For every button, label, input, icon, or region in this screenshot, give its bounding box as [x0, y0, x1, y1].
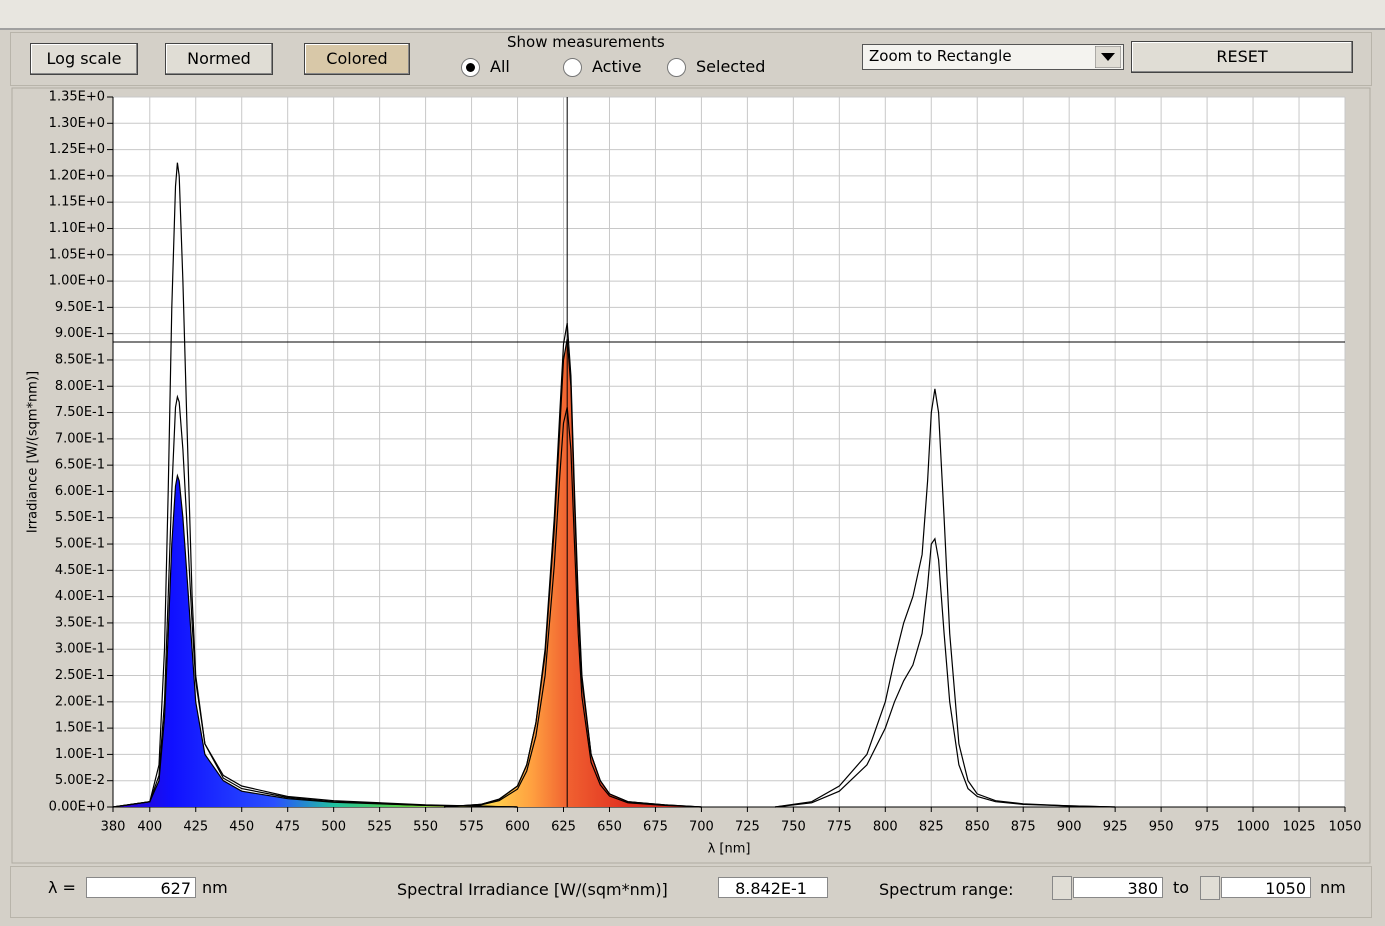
normed-button[interactable]: Normed: [165, 43, 273, 75]
x-tick-label: 1050: [1328, 820, 1361, 835]
x-tick-label: 425: [183, 820, 208, 835]
lambda-field[interactable]: 627: [86, 877, 196, 898]
radio-dot: [466, 63, 475, 72]
y-tick-label: 4.00E-1: [55, 589, 105, 604]
y-tick-label: 7.50E-1: [55, 405, 105, 420]
y-tick-label: 6.00E-1: [55, 484, 105, 499]
lambda-label: λ =: [48, 878, 76, 897]
x-tick-label: 875: [1011, 820, 1036, 835]
y-tick-label: 2.00E-1: [55, 694, 105, 709]
radio-label: All: [490, 57, 510, 76]
title-strip: [0, 0, 1385, 30]
x-tick-label: 675: [643, 820, 668, 835]
range-unit: nm: [1320, 878, 1346, 897]
y-tick-label: 1.30E+0: [49, 116, 105, 131]
x-tick-label: 1025: [1282, 820, 1315, 835]
x-tick-label: 500: [321, 820, 346, 835]
x-tick-label: 800: [873, 820, 898, 835]
y-tick-label: 8.00E-1: [55, 379, 105, 394]
x-tick-label: 825: [919, 820, 944, 835]
spin-start[interactable]: [1052, 876, 1072, 900]
colored-button[interactable]: Colored: [304, 43, 410, 75]
y-axis-label: Irradiance [W/(sqm*nm)]: [26, 371, 41, 533]
spectrum-line: [112, 394, 518, 808]
range-end-field[interactable]: 1050: [1221, 877, 1311, 898]
footer-panel: [10, 866, 1372, 918]
x-tick-label: 925: [1103, 820, 1128, 835]
range-label: Spectrum range:: [879, 880, 1014, 899]
y-tick-label: 1.00E+0: [49, 274, 105, 289]
radio-label: Selected: [696, 57, 766, 76]
x-tick-label: 1000: [1237, 820, 1270, 835]
y-tick-label: 1.10E+0: [49, 221, 105, 236]
x-tick-label: 850: [965, 820, 990, 835]
y-tick-label: 1.50E-1: [55, 721, 105, 736]
y-tick-label: 1.20E+0: [49, 168, 105, 183]
y-tick-label: 3.50E-1: [55, 615, 105, 630]
y-tick-label: 0.00E+0: [49, 800, 105, 815]
x-tick-label: 900: [1057, 820, 1082, 835]
x-tick-label: 550: [413, 820, 438, 835]
x-tick-label: 625: [551, 820, 576, 835]
y-tick-label: 1.00E-1: [55, 747, 105, 762]
spectrum-line: [774, 537, 1116, 808]
y-tick-label: 1.35E+0: [49, 90, 105, 105]
irradiance-label: Spectral Irradiance [W/(sqm*nm)]: [397, 880, 668, 899]
x-tick-label: 475: [275, 820, 300, 835]
plot-area: [113, 97, 1345, 807]
y-tick-label: 4.50E-1: [55, 563, 105, 578]
x-tick-label: 575: [459, 820, 484, 835]
y-tick-label: 9.50E-1: [55, 300, 105, 315]
x-tick-label: 525: [367, 820, 392, 835]
radio-label: Active: [592, 57, 642, 76]
y-tick-label: 6.50E-1: [55, 458, 105, 473]
range-to: to: [1173, 878, 1190, 897]
spin-end[interactable]: [1200, 876, 1220, 900]
x-tick-label: 725: [735, 820, 760, 835]
dropdown-label: Zoom to Rectangle: [869, 47, 1012, 65]
x-tick-label: 975: [1195, 820, 1220, 835]
zoom-dropdown[interactable]: Zoom to Rectangle: [862, 44, 1124, 70]
radio-selected[interactable]: [667, 58, 686, 77]
x-tick-label: 450: [229, 820, 254, 835]
control-panel: [10, 32, 1372, 86]
x-tick-label: 700: [689, 820, 714, 835]
spectrum-line: [112, 162, 518, 808]
y-tick-label: 7.00E-1: [55, 431, 105, 446]
x-tick-label: 400: [137, 820, 162, 835]
y-tick-label: 5.50E-1: [55, 510, 105, 525]
x-tick-label: 600: [505, 820, 530, 835]
y-tick-label: 1.05E+0: [49, 247, 105, 262]
y-tick-label: 5.00E-2: [55, 773, 105, 788]
radio-all[interactable]: [461, 58, 480, 77]
colored-area: [443, 338, 702, 807]
spectrum-line: [112, 473, 518, 808]
y-tick-label: 3.00E-1: [55, 642, 105, 657]
x-tick-label: 775: [827, 820, 852, 835]
lambda-unit: nm: [202, 878, 228, 897]
reset-button[interactable]: RESET: [1131, 41, 1353, 73]
y-tick-label: 1.15E+0: [49, 195, 105, 210]
x-tick-label: 750: [781, 820, 806, 835]
x-tick-label: 650: [597, 820, 622, 835]
dropdown-arrow: [1095, 46, 1121, 68]
y-tick-label: 5.00E-1: [55, 537, 105, 552]
y-tick-label: 9.00E-1: [55, 326, 105, 341]
range-start-field[interactable]: 380: [1073, 877, 1163, 898]
y-tick-label: 2.50E-1: [55, 668, 105, 683]
spectrum-line: [774, 388, 1116, 808]
log-scale-button[interactable]: Log scale: [30, 43, 138, 75]
x-tick-label: 950: [1149, 820, 1174, 835]
y-tick-label: 8.50E-1: [55, 352, 105, 367]
x-axis-label: λ [nm]: [708, 842, 751, 857]
x-tick-label: 380: [101, 820, 126, 835]
irradiance-field[interactable]: 8.842E-1: [718, 877, 828, 898]
show-label: Show measurements: [507, 33, 665, 51]
y-tick-label: 1.25E+0: [49, 142, 105, 157]
radio-active[interactable]: [563, 58, 582, 77]
